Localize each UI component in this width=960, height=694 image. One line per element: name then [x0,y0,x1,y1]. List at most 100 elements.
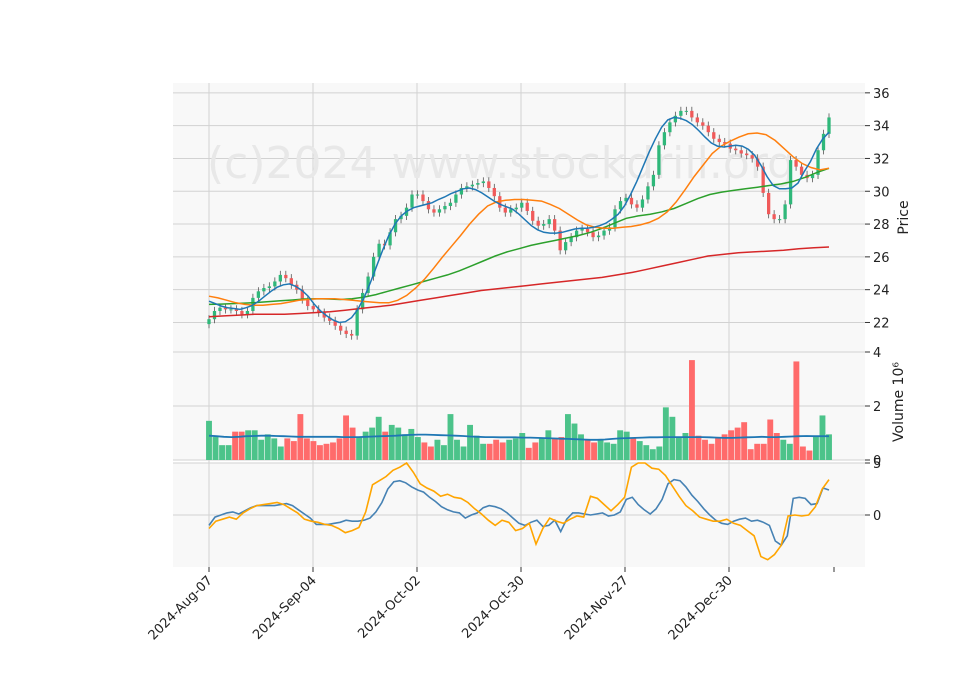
candle-body [706,125,710,133]
candle-body [256,291,261,298]
volume-bar [786,443,793,460]
volume-bar [284,438,291,460]
volume-bar [591,442,597,460]
volume-bar [826,434,832,460]
volume-tick-label: 0 [873,454,881,469]
x-tick-label: 2024-Aug-07 [146,573,216,643]
volume-bar [799,446,806,460]
candle-body [218,307,222,311]
volume-bar [369,427,376,460]
volume-bar [715,437,721,460]
candle-body [350,333,354,336]
volume-bar [245,430,252,460]
volume-bar [806,450,813,460]
volume-bar [702,439,708,460]
candle-body [388,232,392,246]
volume-bar [303,438,310,460]
volume-bar [473,435,480,460]
candle-body [234,309,239,311]
candle-body [607,227,612,231]
candle-body [273,281,277,287]
candle-body [371,256,376,277]
x-tick-label: 2024-Dec-30 [666,573,736,643]
volume-bar [695,435,702,460]
candle-body [503,207,507,213]
volume-bar [460,446,467,460]
candle-body [322,312,326,318]
ma-red-line [208,246,830,318]
volume-bar [258,439,265,460]
candle-body [525,202,529,211]
ma-blue-line [208,116,830,324]
candle-body [624,197,628,202]
candle-body [531,210,535,221]
volume-tick-label: 4 [873,346,881,361]
volume-bar [519,433,526,460]
candle-body [393,219,398,233]
candle-body [306,299,310,307]
volume-bar [813,437,819,460]
candle-body [328,317,332,321]
price-tick-label: 34 [873,120,890,135]
candle-body [646,186,650,200]
candle-body [684,110,688,112]
volume-bar [264,434,271,460]
volume-axis-label: Volume 10⁶ [891,362,907,442]
candle-body [339,325,343,331]
volume-bar [434,439,441,460]
candle-body [810,174,815,179]
candle-body [344,330,348,334]
volume-bar [773,433,780,460]
candle-body [794,160,798,167]
oscillator-orange-line [208,461,830,561]
candle-body [262,288,266,292]
volume-bar [212,437,219,460]
volume-bar [767,419,774,460]
candle-body [580,228,584,231]
candle-body [739,150,743,154]
volume-bar [558,437,565,460]
price-tick-label: 26 [873,251,890,266]
volume-bar [636,441,643,460]
volume-bar [669,416,676,460]
candle-body [421,194,425,202]
volume-bar [395,427,402,460]
candle-body [245,310,250,315]
volume-bar [747,449,754,460]
volume-bar [251,430,258,460]
candle-body [761,166,765,193]
volume-bar [421,442,428,460]
volume-bar [630,438,637,460]
candle-body [734,148,738,151]
volume-bar [499,442,506,460]
candle-body [640,199,645,208]
x-tick-label: 2024-Oct-02 [355,573,423,641]
volume-bar [571,423,578,460]
candle-body [563,242,568,251]
volume-bar [617,430,624,460]
candle-body [289,278,293,285]
volume-bar [623,431,630,460]
candle-body [448,202,453,207]
candle-body [745,153,749,156]
candle-body [635,204,639,208]
volume-bar [480,443,487,460]
candle-body [223,307,228,310]
volume-bar [689,360,695,460]
candle-body [613,209,617,228]
candle-body [459,187,464,195]
candle-body [827,117,831,134]
volume-bar [349,427,356,460]
volume-bar [780,439,787,460]
candle-body [668,122,672,133]
candle-body [662,132,667,146]
candle-body [679,110,683,116]
oscillator-tick-label: 5 [873,457,881,472]
volume-bar [454,439,460,460]
volume-bar [408,428,415,460]
volume-bar [708,443,715,460]
candle-body [602,230,606,236]
volume-bar [741,422,748,460]
volume-bar [754,443,761,460]
